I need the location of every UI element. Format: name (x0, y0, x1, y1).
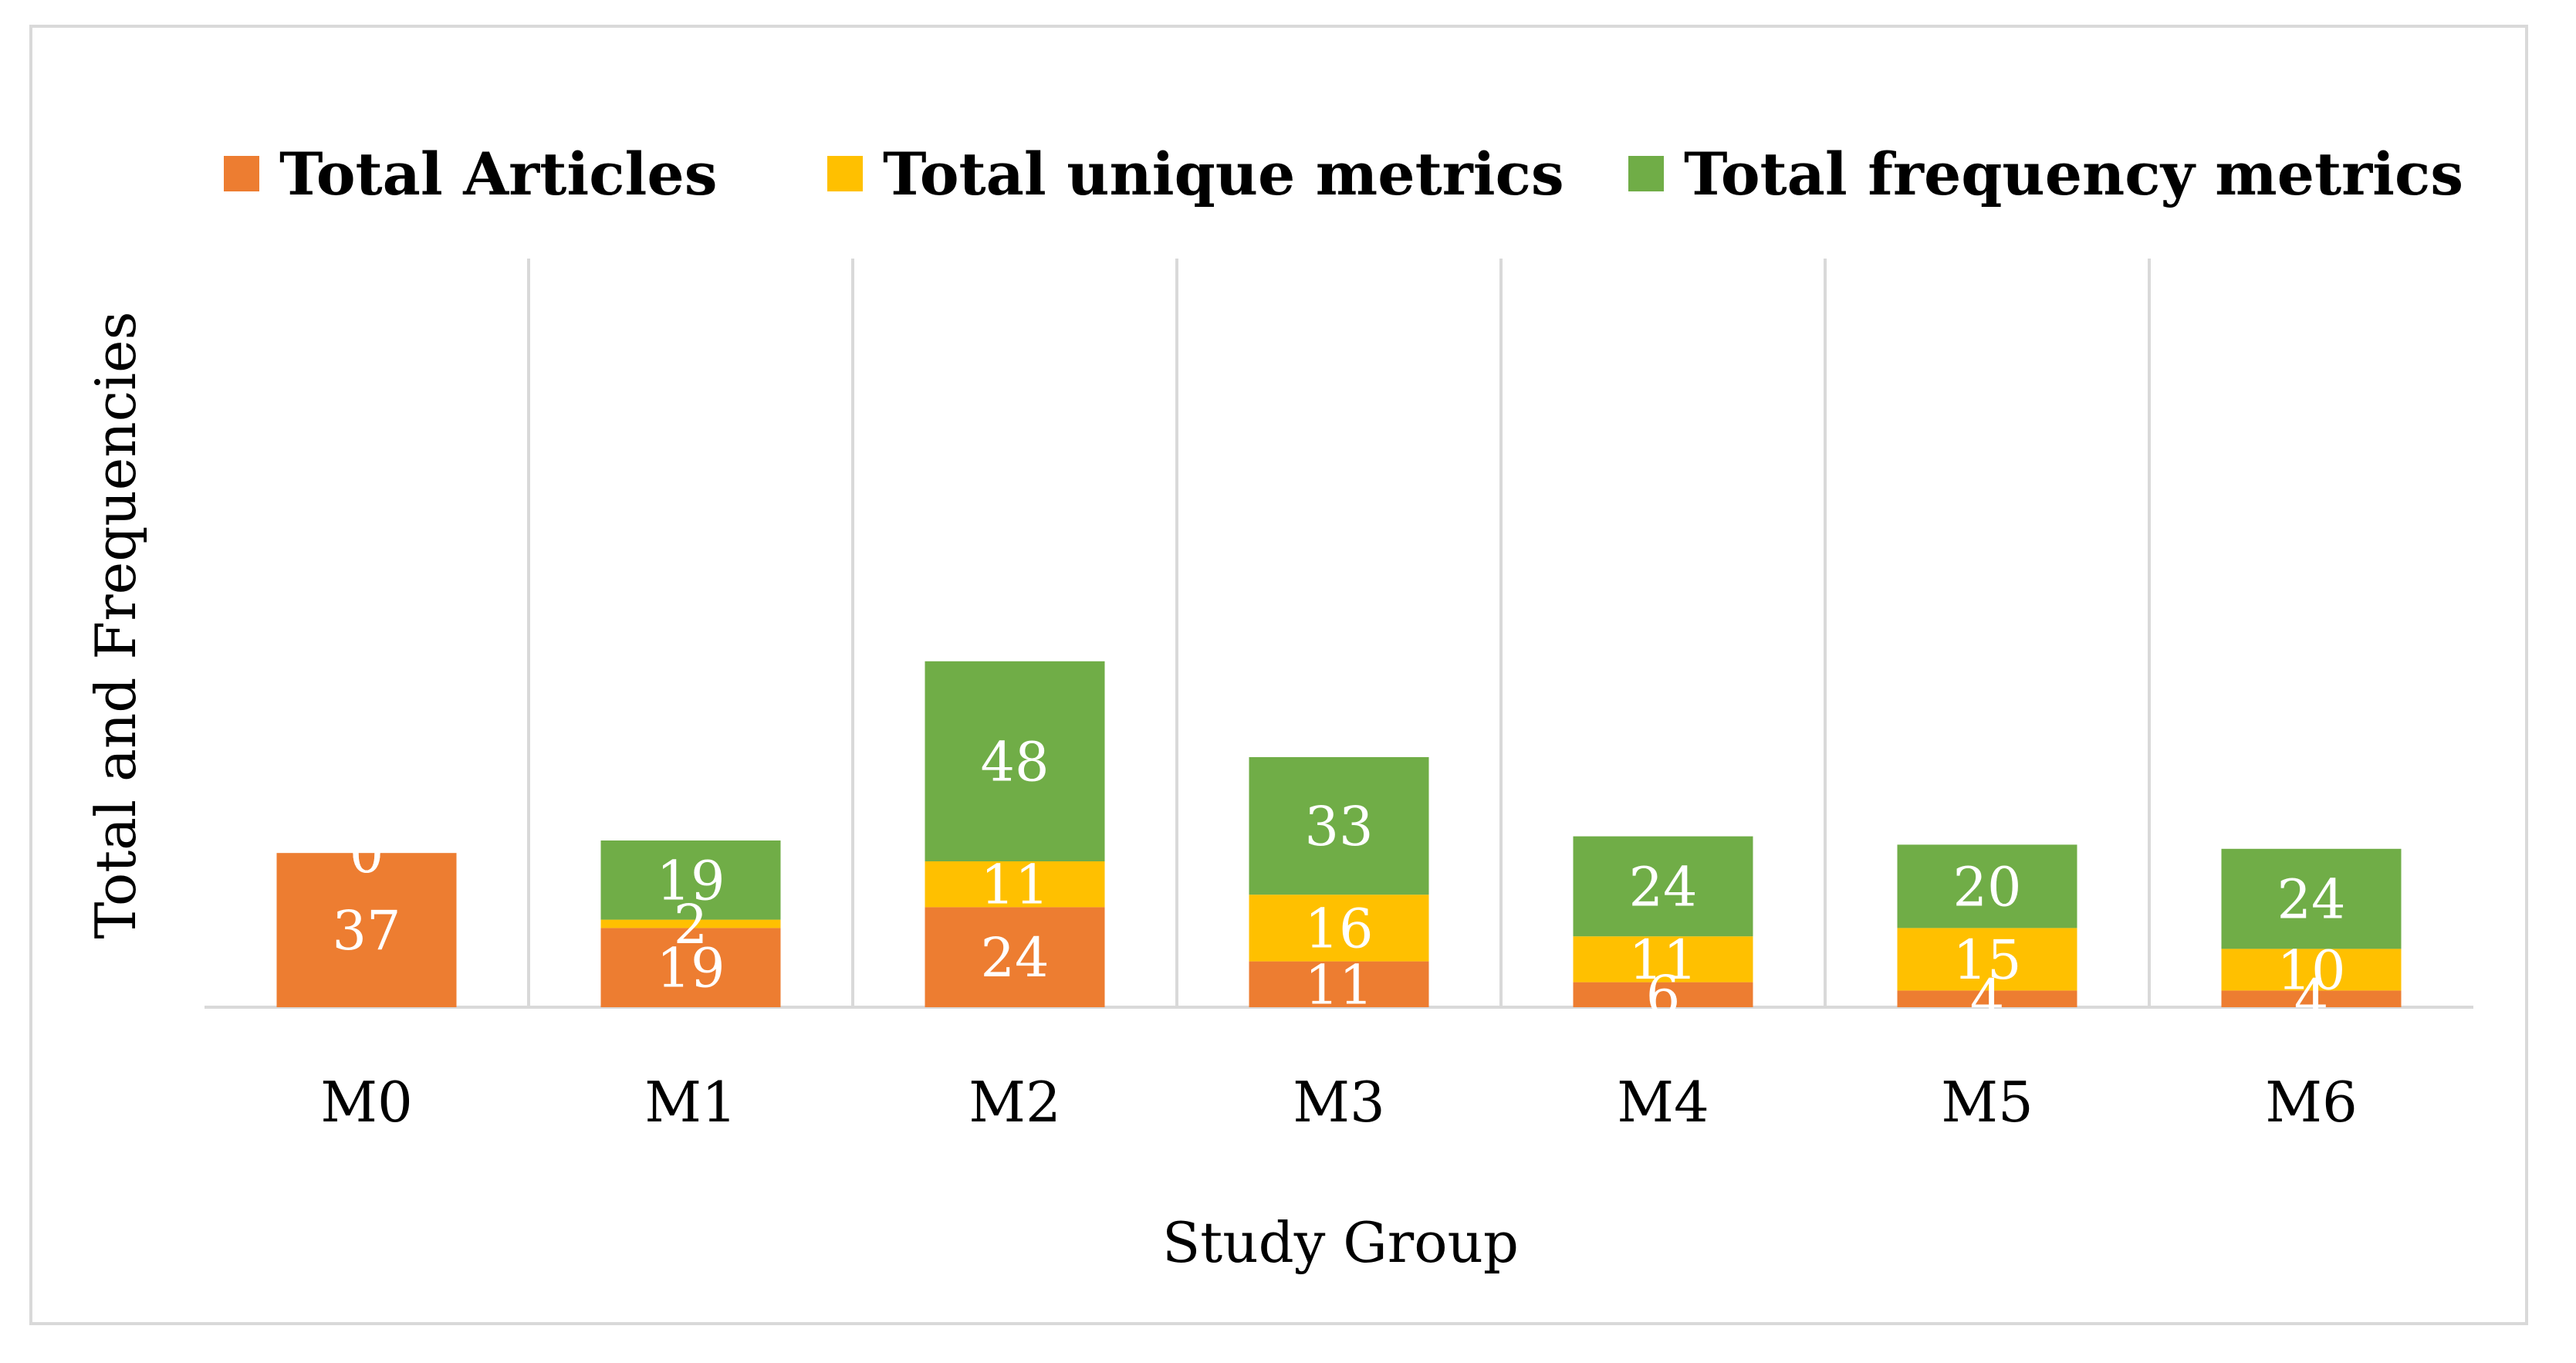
bar-m4-total-frequency-metrics (1573, 836, 1753, 937)
data-label-m1-total-unique-metrics: 2 (674, 893, 708, 956)
legend-label-total-frequency-metrics: Total frequency metrics (1684, 139, 2464, 208)
bar-m0-total-articles (276, 853, 457, 1007)
data-label-m6-total-articles: 4 (2294, 968, 2329, 1031)
legend: Total Articles Total unique metrics Tota… (0, 135, 2576, 212)
bar-m3-total-frequency-metrics (1249, 757, 1429, 895)
bar-m6-total-unique-metrics (2221, 949, 2402, 991)
bar-m2-total-unique-metrics (925, 861, 1105, 908)
bar-m4-total-articles (1573, 982, 1753, 1007)
data-label-m6-total-frequency-metrics: 24 (2277, 868, 2345, 932)
data-label-m0-total-articles: 37 (332, 899, 401, 962)
x-tick-label-m5: M5 (1941, 1070, 2033, 1135)
legend-item-total-unique-metrics: Total unique metrics (827, 135, 1564, 212)
data-label-m4-total-frequency-metrics: 24 (1628, 855, 1697, 918)
legend-item-total-frequency-metrics: Total frequency metrics (1628, 135, 2463, 212)
bar-m1-total-frequency-metrics (600, 840, 781, 920)
legend-label-total-articles: Total Articles (279, 139, 718, 208)
x-tick-label-m3: M3 (1293, 1070, 1385, 1135)
data-label-m2-total-unique-metrics: 11 (980, 854, 1049, 917)
data-label-m4-total-articles: 6 (1646, 964, 1681, 1027)
bar-m5-total-articles (1897, 990, 2077, 1007)
chart-frame (29, 25, 2528, 1325)
bar-m5-total-frequency-metrics (1897, 844, 2077, 928)
data-label-m1-total-articles: 19 (656, 937, 725, 1000)
data-label-m3-total-articles: 11 (1304, 953, 1373, 1016)
data-label-m5-total-articles: 4 (1970, 968, 2005, 1031)
data-label-m0-total-frequency-metrics: 0 (350, 822, 384, 885)
bar-m1-total-articles (600, 928, 781, 1007)
x-tick-label-m6: M6 (2265, 1070, 2358, 1135)
data-label-m3-total-unique-metrics: 16 (1304, 897, 1373, 960)
bar-m2-total-articles (925, 907, 1105, 1007)
bar-m3-total-articles (1249, 961, 1429, 1007)
bar-m2-total-frequency-metrics (925, 661, 1105, 861)
legend-swatch-total-unique-metrics (827, 156, 863, 191)
data-label-m5-total-frequency-metrics: 20 (1952, 855, 2021, 918)
x-tick-label-m2: M2 (969, 1070, 1061, 1135)
data-label-m5-total-unique-metrics: 15 (1952, 928, 2021, 992)
bar-m4-total-unique-metrics (1573, 936, 1753, 983)
x-tick-label-m1: M1 (644, 1070, 737, 1135)
legend-item-total-articles: Total Articles (224, 135, 717, 212)
data-label-m6-total-unique-metrics: 10 (2277, 939, 2345, 1002)
x-tick-label-m0: M0 (320, 1070, 413, 1135)
data-label-m4-total-unique-metrics: 11 (1628, 928, 1697, 992)
bar-m6-total-articles (2221, 990, 2402, 1007)
data-label-m3-total-frequency-metrics: 33 (1304, 795, 1373, 858)
bar-m1-total-unique-metrics (600, 919, 781, 928)
bar-m5-total-unique-metrics (1897, 928, 2077, 991)
y-axis-label: Total and Frequencies (83, 311, 148, 939)
x-axis-label: Study Group (1161, 1210, 1520, 1275)
data-label-m2-total-articles: 24 (980, 926, 1049, 989)
legend-swatch-total-frequency-metrics (1628, 156, 1664, 191)
data-label-m2-total-frequency-metrics: 48 (980, 730, 1049, 793)
x-tick-label-m4: M4 (1617, 1070, 1709, 1135)
legend-swatch-total-articles (224, 156, 259, 191)
bar-m6-total-frequency-metrics (2221, 848, 2402, 949)
data-label-m0-total-unique-metrics: 0 (350, 822, 384, 885)
data-label-m1-total-frequency-metrics: 19 (656, 849, 725, 912)
legend-label-total-unique-metrics: Total unique metrics (883, 139, 1564, 208)
bar-m3-total-unique-metrics (1249, 895, 1429, 962)
